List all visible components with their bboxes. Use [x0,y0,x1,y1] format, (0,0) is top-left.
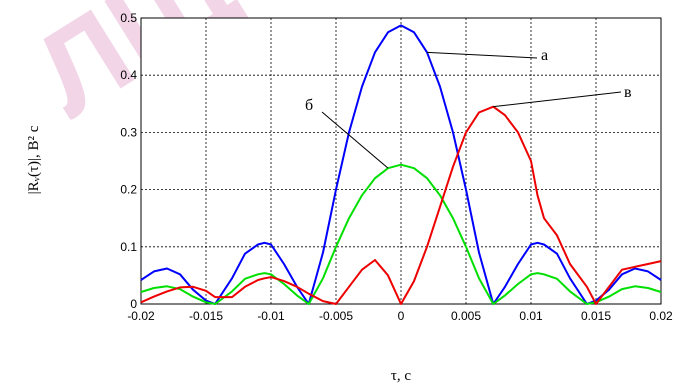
annotation-leader [321,111,389,169]
series-line-3 [140,105,662,305]
series-lines [140,24,662,305]
series-line-2 [140,163,662,305]
y-axis-label: |Rᵥ(τ)|, В² с [26,125,42,194]
x-tick-label: 0.015 [581,309,611,323]
annotation-leader [493,91,622,108]
annotation-leader [426,51,538,59]
x-tick-label: 0.005 [451,309,481,323]
y-tick-label: 0.2 [120,183,137,197]
y-tick-label: 0 [130,297,137,311]
x-axis-ticks: -0.02 -0.015 -0.01 -0.005 0 0.005 0.01 0.015 0.0… [127,309,673,323]
x-tick-label: 0 [398,309,405,323]
x-tick-label: -0.015 [189,309,223,323]
x-tick-label: -0.005 [319,309,353,323]
grid [141,18,661,304]
annotation-label: в [624,84,632,101]
x-tick-label: 0.02 [649,309,673,323]
x-axis-label: τ, с [391,368,412,384]
y-tick-label: 0.3 [120,125,137,139]
plot-area [140,17,662,305]
y-tick-label: 0.1 [120,240,137,254]
x-tick-label: -0.01 [257,309,285,323]
y-tick-label: 0.4 [120,68,137,82]
y-axis-ticks: 0 0.1 0.2 0.3 0.4 0.5 [120,11,137,311]
series-line-1 [140,24,662,305]
annotations: а б в [305,47,632,169]
x-tick-label: -0.02 [127,309,155,323]
annotation-label: а [541,47,548,64]
annotation-label: б [305,97,313,114]
x-tick-label: 0.01 [519,309,543,323]
y-tick-label: 0.5 [120,11,137,25]
